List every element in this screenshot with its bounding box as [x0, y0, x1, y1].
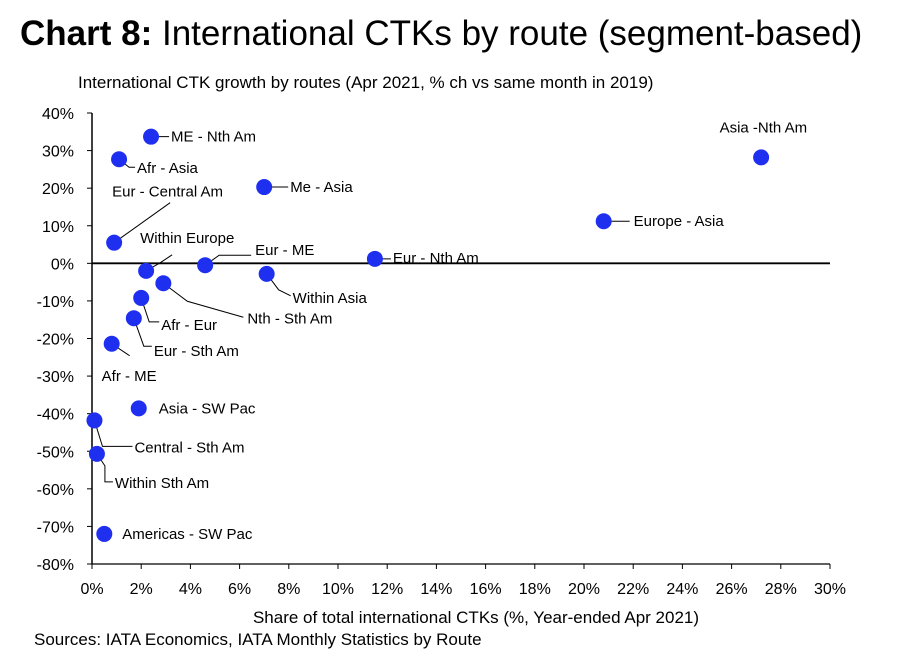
y-tick-label: -30% [37, 369, 74, 386]
data-point [96, 525, 113, 542]
y-tick-label: 10% [42, 219, 74, 236]
point-label: Me - Asia [290, 179, 353, 196]
data-point [155, 275, 172, 292]
chart-title-prefix: Chart 8: [20, 14, 153, 53]
point-label: Eur - Central Am [112, 184, 223, 201]
y-tick-label: -10% [37, 294, 74, 311]
x-tick-label: 28% [765, 581, 797, 598]
chart-subtitle: International CTK growth by routes (Apr … [78, 73, 654, 92]
x-tick-label: 4% [179, 581, 202, 598]
leader-line [133, 318, 152, 347]
leader-line [113, 202, 171, 244]
data-point [88, 445, 105, 462]
point-label: Europe - Asia [634, 213, 725, 230]
y-tick-label: -80% [37, 557, 74, 574]
point-label: Americas - SW Pac [122, 526, 253, 543]
point-label: Within Asia [293, 290, 368, 307]
x-tick-label: 16% [470, 581, 502, 598]
x-tick-label: 30% [814, 581, 846, 598]
point-label: Afr - ME [102, 368, 157, 385]
x-axis-label: Share of total international CTKs (%, Ye… [253, 608, 699, 627]
data-point [366, 250, 383, 267]
y-tick-label: 0% [51, 256, 74, 273]
x-tick-label: 18% [519, 581, 551, 598]
x-tick-label: 8% [277, 581, 300, 598]
data-point [125, 310, 142, 327]
data-point [111, 151, 128, 168]
y-tick-label: 40% [42, 106, 74, 123]
leader-line [163, 282, 244, 318]
point-label: ME - Nth Am [171, 129, 256, 146]
point-label: Afr - Asia [137, 160, 199, 177]
point-label: Eur - Nth Am [393, 250, 479, 267]
point-labels: ME - Nth Am Afr - Asia Me - Asia Eur - Cent… [102, 119, 807, 543]
point-label: Central - Sth Am [134, 439, 244, 456]
data-point [106, 234, 123, 251]
y-tick-label: -20% [37, 332, 74, 349]
data-point [86, 412, 103, 429]
x-tick-label: 12% [371, 581, 403, 598]
x-tick-label: 6% [228, 581, 251, 598]
source-note: Sources: IATA Economics, IATA Monthly St… [34, 630, 482, 649]
data-points [86, 128, 770, 542]
y-tick-label: -70% [37, 519, 74, 536]
y-tick-label: 30% [42, 144, 74, 161]
data-point [258, 265, 275, 282]
x-tick-label: 24% [666, 581, 698, 598]
chart-title-text: International CTKs by route (segment-bas… [161, 14, 863, 53]
data-point [143, 128, 160, 145]
x-tick-label: 20% [568, 581, 600, 598]
x-tick-label: 26% [716, 581, 748, 598]
point-label: Eur - ME [255, 242, 314, 259]
x-tick-label: 22% [617, 581, 649, 598]
data-point [753, 149, 770, 166]
data-point [256, 179, 273, 196]
x-tick-label: 2% [130, 581, 153, 598]
point-label: Nth - Sth Am [247, 310, 332, 327]
leader-line [140, 297, 160, 323]
point-label: Afr - Eur [161, 317, 217, 334]
point-label: Within Sth Am [115, 475, 209, 492]
point-label: Eur - Sth Am [154, 343, 239, 360]
y-tick-label: -50% [37, 444, 74, 461]
data-point [595, 213, 612, 230]
data-point [133, 289, 150, 306]
axes: 40% 30% 20% 10% 0% -10% -20% -30% -40% -50% -60% -7… [37, 106, 846, 598]
y-tick-label: 20% [42, 181, 74, 198]
data-point [130, 400, 147, 417]
point-label: Asia -Nth Am [720, 119, 808, 136]
y-tick-label: -40% [37, 407, 74, 424]
leader-line [93, 420, 133, 447]
x-tick-label: 10% [322, 581, 354, 598]
data-point [197, 257, 214, 274]
x-tick-label: 0% [80, 581, 103, 598]
point-label: Asia - SW Pac [159, 400, 256, 417]
x-tick-label: 14% [420, 581, 452, 598]
y-tick-label: -60% [37, 482, 74, 499]
chart-title: Chart 8: International CTKs by route (se… [20, 14, 862, 54]
data-point [103, 335, 120, 352]
point-label: Within Europe [140, 230, 234, 247]
data-point [138, 262, 155, 279]
